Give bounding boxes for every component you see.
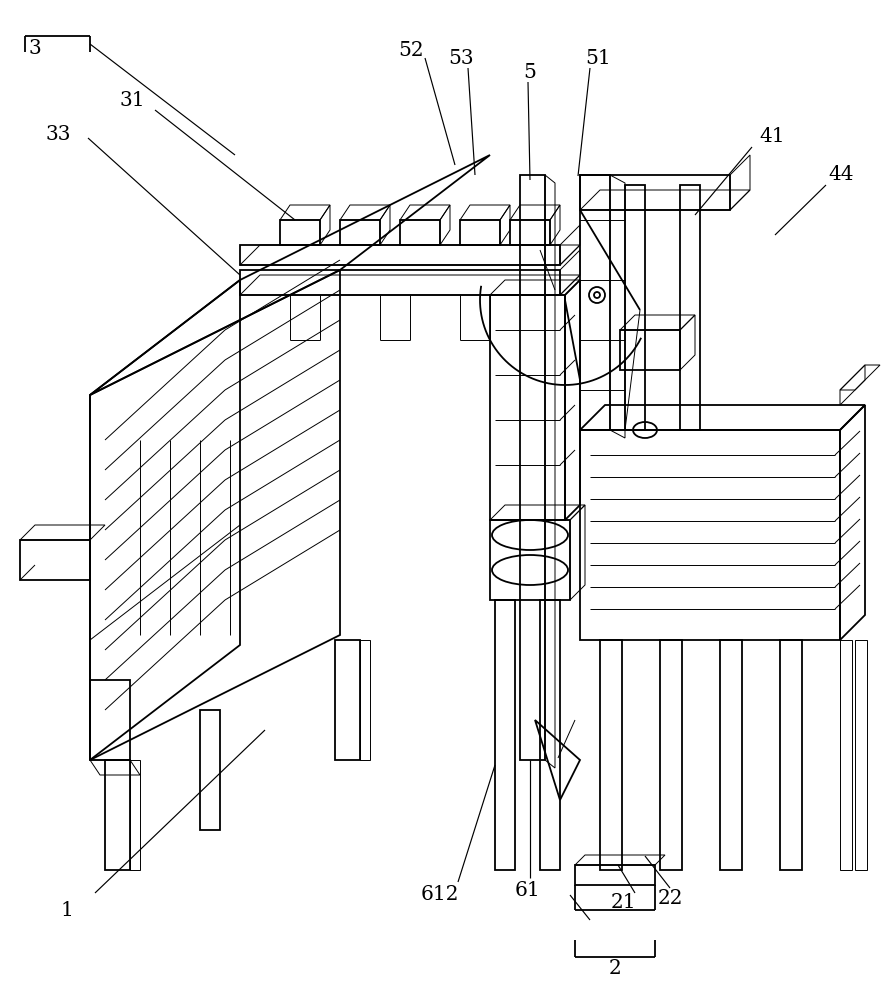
- Text: 33: 33: [46, 125, 71, 144]
- Text: 1: 1: [61, 900, 73, 920]
- Text: 53: 53: [448, 48, 474, 68]
- Text: 5: 5: [523, 62, 537, 82]
- Text: 2: 2: [609, 958, 622, 978]
- Text: 21: 21: [611, 894, 637, 912]
- Text: 52: 52: [398, 40, 424, 60]
- Text: 3: 3: [29, 38, 42, 57]
- Text: 41: 41: [759, 127, 785, 146]
- Text: 612: 612: [421, 886, 459, 904]
- Text: 31: 31: [119, 91, 145, 109]
- Text: 61: 61: [515, 880, 541, 900]
- Text: 22: 22: [657, 888, 683, 908]
- Text: 51: 51: [585, 48, 611, 68]
- Text: 44: 44: [828, 165, 854, 184]
